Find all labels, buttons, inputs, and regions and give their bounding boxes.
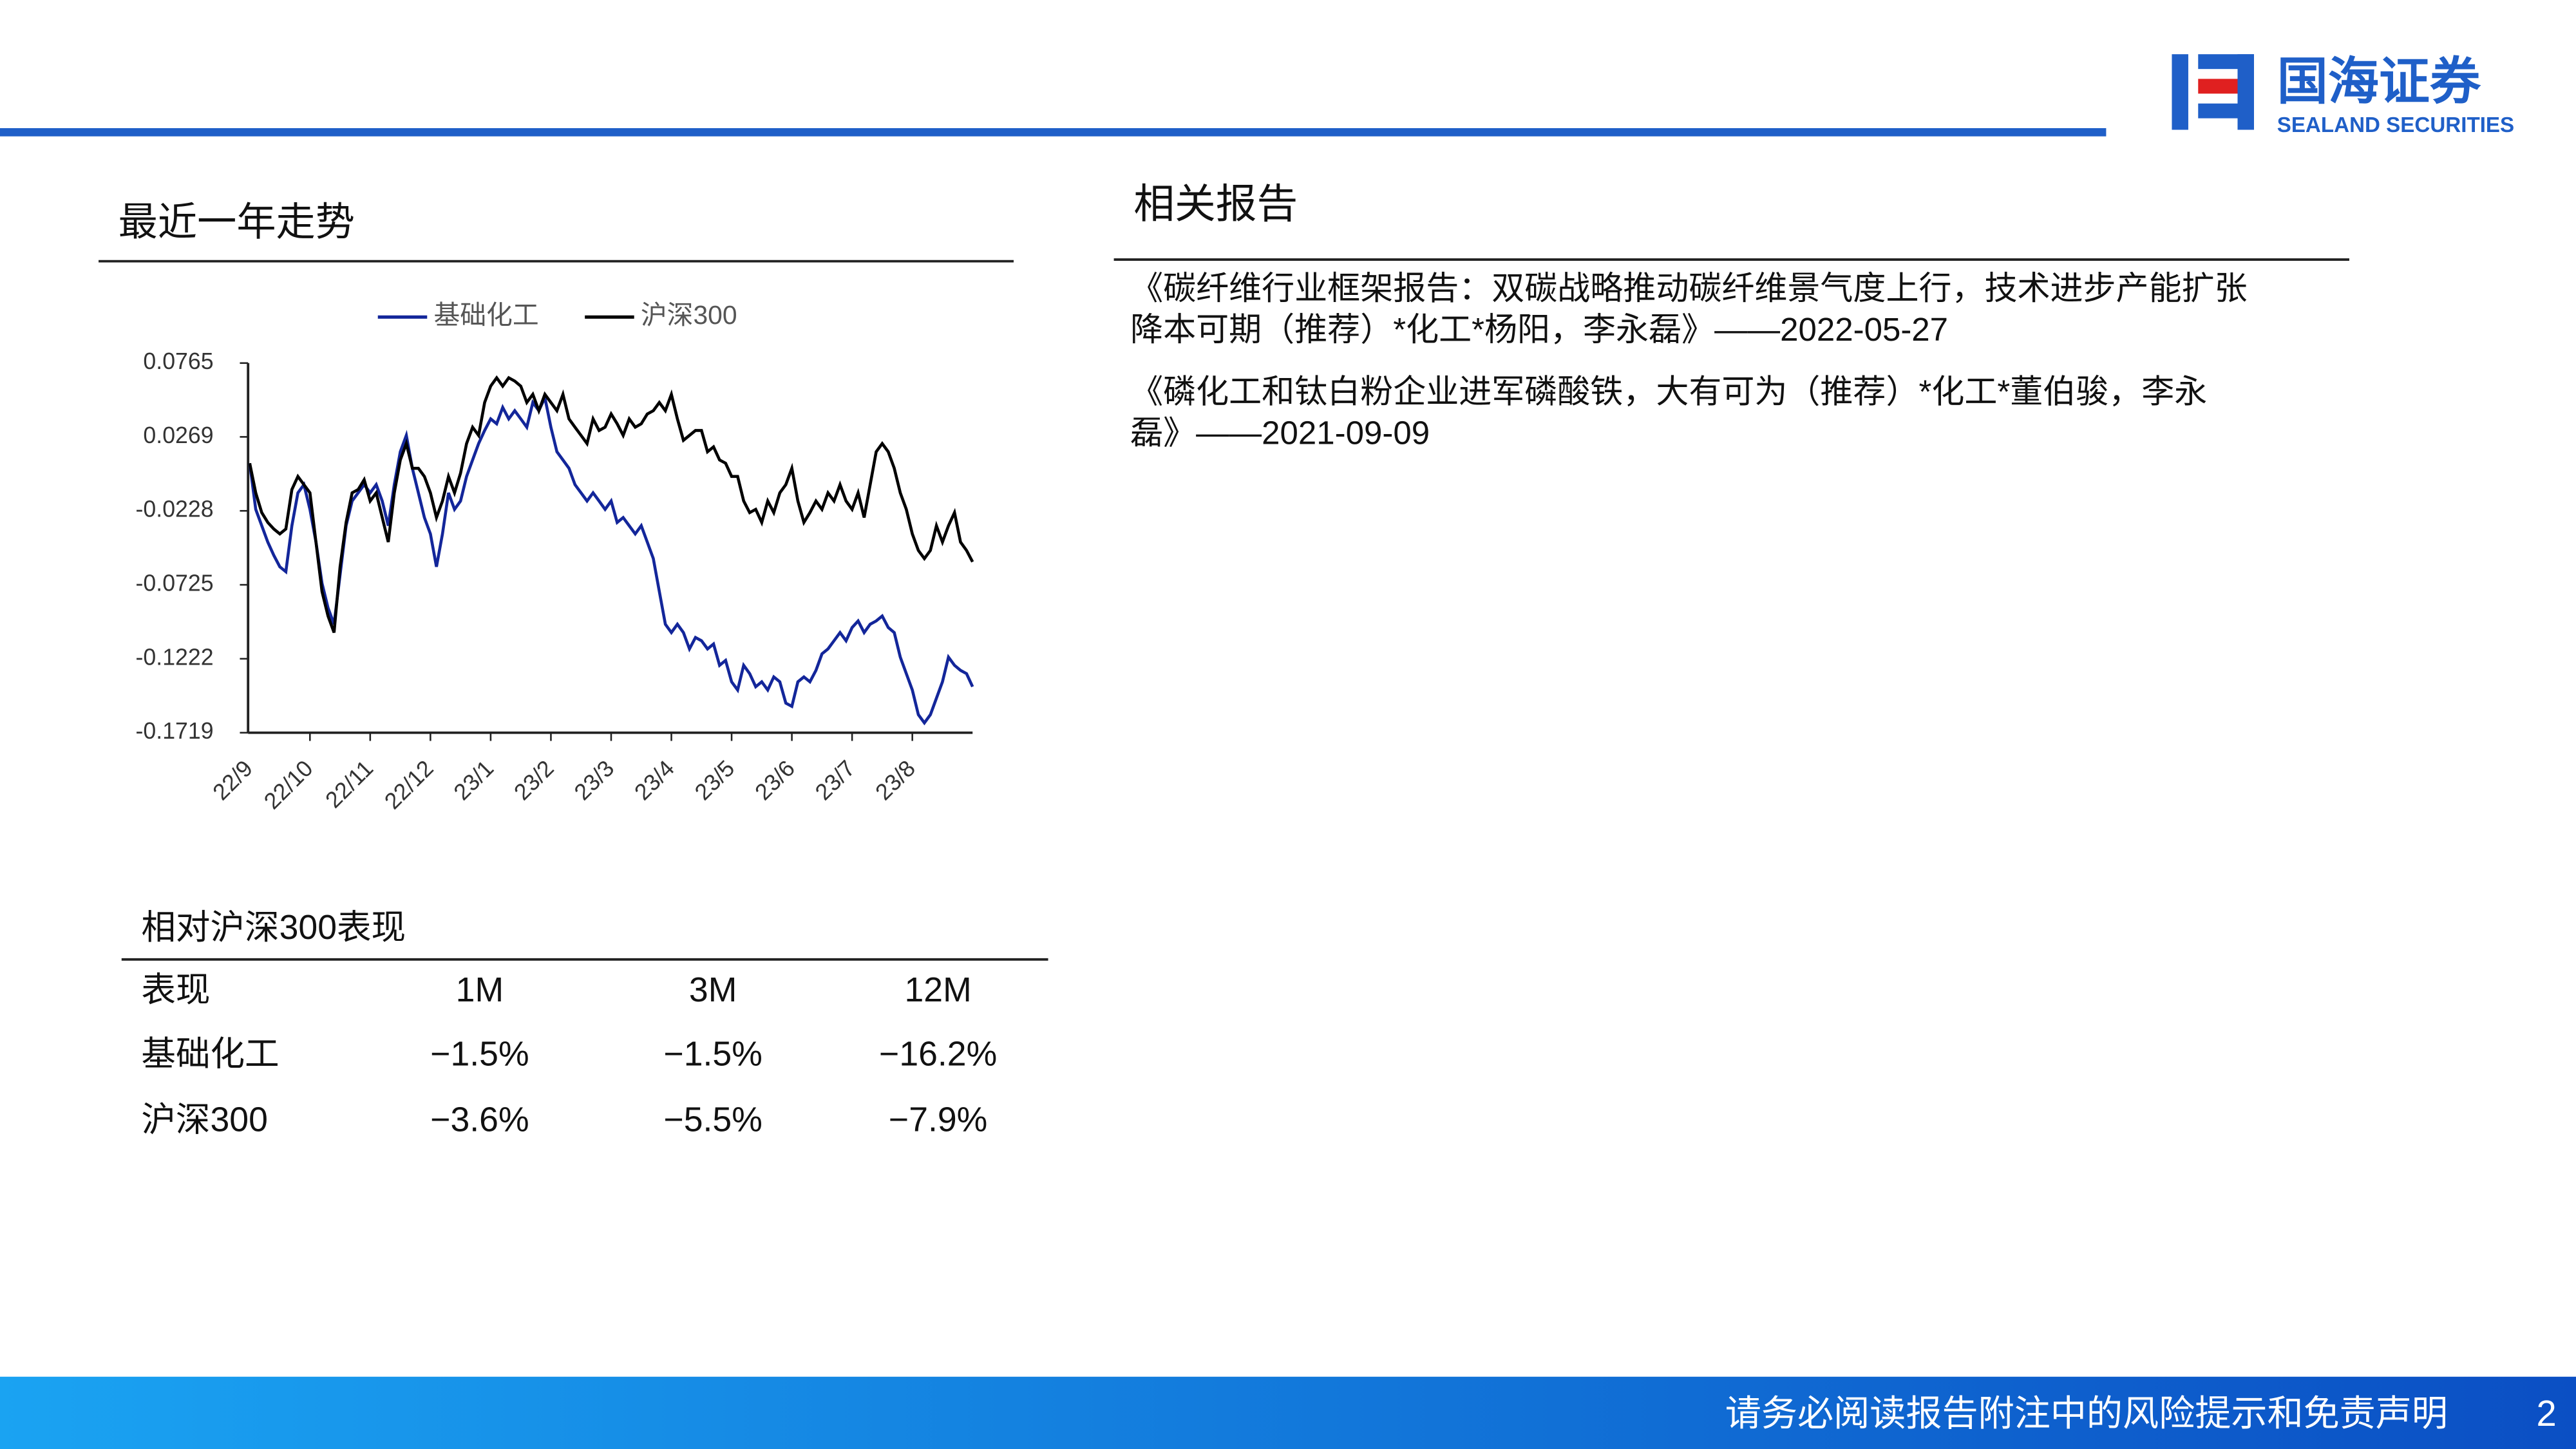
report-line: 《磷化工和钛白粉企业进军磷酸铁，大有可为（推荐）*化工*董伯骏，李永 [1130,374,2207,410]
y-tick-label: 0.0269 [143,422,213,448]
x-tick-label: 23/2 [509,755,558,805]
logo-en: SEALAND SECURITIES [2277,113,2514,137]
table-cell: −3.6% [430,1101,529,1139]
legend-label: 沪深300 [641,300,737,330]
table-cell: −5.5% [663,1101,762,1139]
y-tick-label: -0.1222 [136,644,214,670]
table-cell: 3M [689,971,737,1009]
logo-cn: 国海证券 [2277,53,2481,110]
x-tick-label: 22/10 [259,755,317,814]
x-tick-label: 22/12 [379,755,438,814]
x-tick-label: 23/4 [629,755,679,805]
y-tick-label: 0.0765 [143,348,213,374]
x-tick-label: 23/1 [449,755,498,805]
x-tick-label: 23/8 [871,755,920,805]
x-tick-label: 23/7 [810,755,860,805]
table-cell: −7.9% [889,1101,987,1139]
series-line [248,375,974,634]
x-tick-label: 23/3 [569,755,619,805]
y-tick-label: -0.0725 [136,571,214,596]
logo: 国海证券 SEALAND SECURITIES [2172,53,2514,137]
legend-label: 基础化工 [433,300,538,330]
series-line [248,393,974,726]
disclaimer: 请务必阅读报告附注中的风险提示和免责声明 [1725,1393,2448,1434]
report-line: 《碳纤维行业框架报告：双碳战略推动碳纤维景气度上行，技术进步产能扩张 [1130,270,2248,307]
report-line: 磊》——2021-09-09 [1130,415,1430,451]
footer-bar [0,1376,2576,1449]
y-tick-label: -0.1719 [136,718,214,744]
x-tick-label: 22/11 [321,755,379,813]
table-cell: −1.5% [663,1035,762,1073]
section-title: 相关报告 [1133,180,1298,227]
table-cell: 表现 [141,971,210,1009]
table-title: 相对沪深300表现 [141,909,406,947]
x-tick-label: 23/6 [750,755,799,805]
table-cell: 1M [456,971,504,1009]
report-line: 降本可期（推荐）*化工*杨阳，李永磊》——2022-05-27 [1130,311,1948,348]
performance-table: 表现 1M 3M 12M 基础化工 −1.5% −1.5% −16.2% 沪深300 −3.6% −… [141,971,997,1139]
table-cell: 基础化工 [141,1035,279,1073]
x-tick-label: 22/9 [208,755,258,805]
table-cell: −1.5% [430,1035,529,1073]
section-title: 最近一年走势 [118,200,355,244]
x-tick-label: 23/5 [690,755,739,805]
table-cell: −16.2% [879,1035,997,1073]
table-cell: 沪深300 [141,1101,268,1139]
y-tick-label: -0.0228 [136,497,214,522]
report-list: 《碳纤维行业框架报告：双碳战略推动碳纤维景气度上行，技术进步产能扩张降本可期（推… [1130,270,2248,451]
page-number: 2 [2536,1393,2556,1434]
header-rule [0,128,2107,137]
chart: 0.0765 0.0269 -0.0228 -0.0725 -0.1222 -0.1719… [136,300,974,814]
table-cell: 12M [905,971,972,1009]
